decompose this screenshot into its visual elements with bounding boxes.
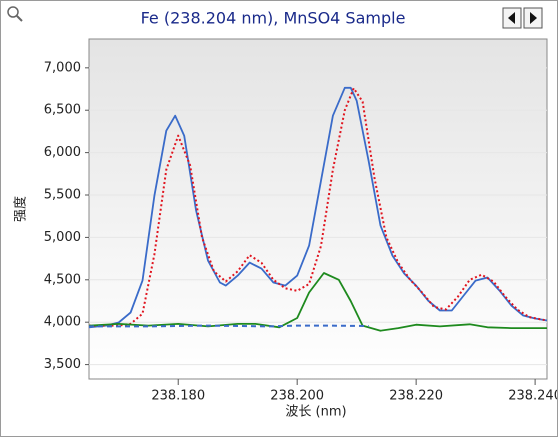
plot-area	[88, 38, 548, 380]
y-tick-label: 4,500	[44, 272, 81, 287]
y-tick-label: 7,000	[44, 60, 81, 75]
x-tick-label: 238.220	[389, 389, 443, 404]
y-tick-label: 3,500	[44, 357, 81, 372]
next-button[interactable]	[523, 7, 543, 29]
y-axis-label: 强度	[13, 196, 29, 222]
series-line	[88, 86, 548, 329]
x-tick-label: 238.180	[151, 389, 205, 404]
series-line	[89, 87, 548, 327]
x-tick-label: 238.240	[508, 389, 557, 404]
chart-title: Fe (238.204 nm), MnSO4 Sample	[141, 9, 406, 28]
y-tick-label: 6,000	[44, 145, 81, 160]
prev-button[interactable]	[502, 7, 522, 29]
y-tick-label: 5,500	[44, 188, 81, 203]
search-icon[interactable]	[7, 6, 23, 22]
series-line	[88, 272, 547, 332]
x-axis-label: 波长 (nm)	[285, 405, 346, 420]
y-tick-label: 6,500	[44, 103, 81, 118]
y-tick-label: 5,000	[44, 230, 81, 245]
series-line	[89, 324, 369, 328]
x-tick-label: 238.200	[270, 389, 324, 404]
y-tick-label: 4,000	[44, 315, 81, 330]
